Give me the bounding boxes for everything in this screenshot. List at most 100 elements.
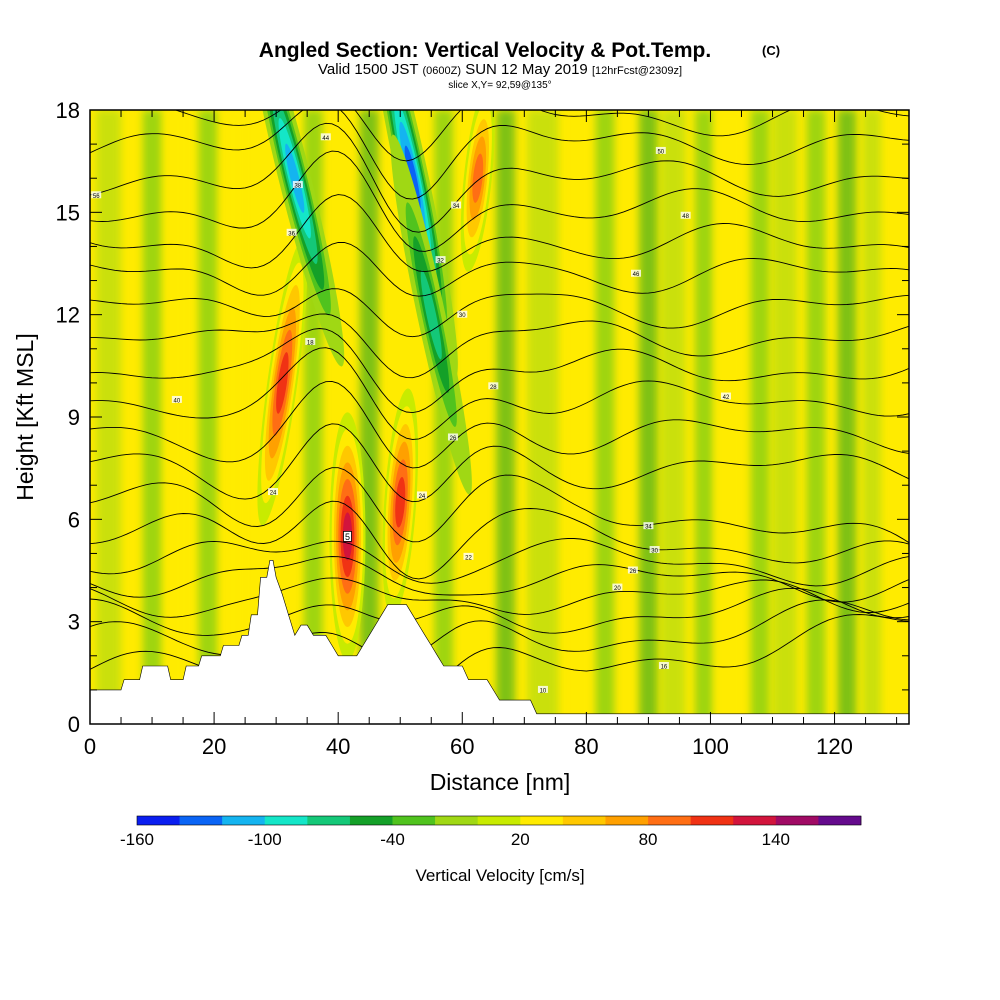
velocity-streak	[772, 110, 798, 724]
updraft-cell	[472, 153, 484, 203]
svg-text:30: 30	[651, 549, 658, 555]
terrain	[90, 560, 909, 724]
colorbar	[136, 815, 862, 826]
contour-label: 34	[643, 522, 654, 531]
contour-label: 28	[488, 382, 499, 391]
svg-text:18: 18	[307, 340, 314, 346]
contour-label: 36	[286, 228, 297, 237]
colorbar-tick-label: -40	[380, 830, 405, 849]
svg-text:34: 34	[645, 525, 652, 531]
colorbar-swatch	[477, 816, 521, 825]
isentrope	[90, 500, 909, 580]
velocity-streak	[837, 110, 857, 724]
contour-label: 40	[171, 395, 182, 404]
chart-title: Angled Section: Vertical Velocity & Pot.…	[259, 39, 711, 62]
velocity-cells	[245, 110, 495, 661]
colorbar-swatch	[818, 816, 862, 825]
svg-text:26: 26	[630, 569, 637, 575]
colorbar-swatch	[775, 816, 819, 825]
x-tick-label: 0	[84, 734, 96, 759]
contour-label: 26	[627, 566, 638, 575]
isentrope	[90, 538, 909, 587]
downdraft-cell	[420, 270, 442, 360]
colorbar-tick-labels: -160 -100 -40 20 80 140	[120, 830, 790, 849]
svg-text:22: 22	[465, 555, 472, 561]
potential-temperature-contours	[90, 110, 909, 701]
contour-label: 20	[612, 583, 623, 592]
contour-label: 44	[320, 133, 331, 142]
colorbar-swatch	[179, 816, 223, 825]
contour-label: 24	[416, 491, 427, 500]
contour-label: 30	[457, 310, 468, 319]
valid-time: Valid 1500 JST (0600Z) SUN 12 May 2019 […	[318, 61, 682, 78]
valid-prefix: Valid 1500 JST	[318, 61, 418, 78]
contour-label: 34	[451, 201, 462, 210]
velocity-streak	[862, 110, 882, 724]
svg-text:50: 50	[657, 149, 664, 155]
velocity-streak	[595, 110, 615, 724]
y-tick-label: 15	[56, 200, 80, 225]
svg-text:40: 40	[174, 398, 181, 404]
isentrope	[90, 242, 909, 297]
svg-text:38: 38	[295, 184, 302, 190]
isentrope	[90, 587, 909, 636]
velocity-streak	[223, 110, 243, 724]
valid-utc: (0600Z)	[423, 65, 462, 77]
x-axis: 0 20 40 60 80 100 120	[84, 110, 898, 759]
contour-labels: 56 44 38 36 18 40 24 34 32 30 28 26 24 22 50 48 46 42 34 30…	[91, 133, 731, 694]
colorbar-swatch	[435, 816, 479, 825]
slice-label: slice X,Y= 92,59@135°	[448, 80, 551, 91]
isentrope	[90, 467, 909, 544]
velocity-streak	[750, 110, 770, 724]
colorbar-swatch	[520, 816, 564, 825]
svg-text:30: 30	[459, 313, 466, 319]
colorbar-swatch	[222, 816, 266, 825]
contour-label: 42	[720, 392, 731, 401]
contour-label: 10	[537, 685, 548, 694]
downdraft-cell	[404, 145, 421, 211]
chart-title-unit: (C)	[762, 43, 780, 58]
x-tick-label: 20	[202, 734, 226, 759]
forecast-label: [12hrFcst@2309z]	[592, 65, 682, 77]
velocity-streak	[142, 110, 162, 724]
contour-label: 16	[658, 662, 669, 671]
isentrope	[90, 328, 909, 414]
velocity-streak	[496, 110, 516, 724]
contour-label: 26	[447, 433, 458, 442]
y-tick-label: 18	[56, 98, 80, 123]
isentrope	[90, 194, 909, 273]
x-tick-label: 100	[692, 734, 729, 759]
svg-text:46: 46	[633, 272, 640, 278]
svg-text:10: 10	[540, 688, 547, 694]
contour-label: 32	[435, 256, 446, 265]
updraft-cell	[395, 477, 406, 528]
svg-text:5: 5	[345, 532, 350, 542]
velocity-streak	[660, 110, 686, 724]
y-tick-label: 3	[68, 610, 80, 635]
isentrope	[90, 110, 909, 200]
velocity-streak	[167, 110, 187, 724]
colorbar-swatch	[137, 816, 180, 825]
x-tick-label: 80	[574, 734, 598, 759]
velocity-streak	[713, 110, 745, 724]
svg-text:20: 20	[614, 586, 621, 592]
colorbar-frame	[136, 815, 862, 826]
colorbar-swatch	[349, 816, 393, 825]
isentrope	[90, 556, 909, 603]
isentrope	[90, 347, 909, 440]
svg-text:42: 42	[723, 395, 730, 401]
svg-text:24: 24	[419, 494, 426, 500]
y-tick-label: 9	[68, 405, 80, 430]
contour-label: 46	[631, 269, 641, 278]
isentrope	[174, 110, 909, 162]
contour-label: 56	[91, 191, 102, 200]
colorbar-swatch	[690, 816, 734, 825]
contour-label: 48	[680, 211, 691, 220]
contour-label: 18	[305, 337, 316, 346]
svg-text:36: 36	[288, 231, 295, 237]
svg-text:28: 28	[490, 385, 497, 391]
x-tick-label: 60	[450, 734, 474, 759]
colorbar-tick-label: -160	[120, 830, 154, 849]
